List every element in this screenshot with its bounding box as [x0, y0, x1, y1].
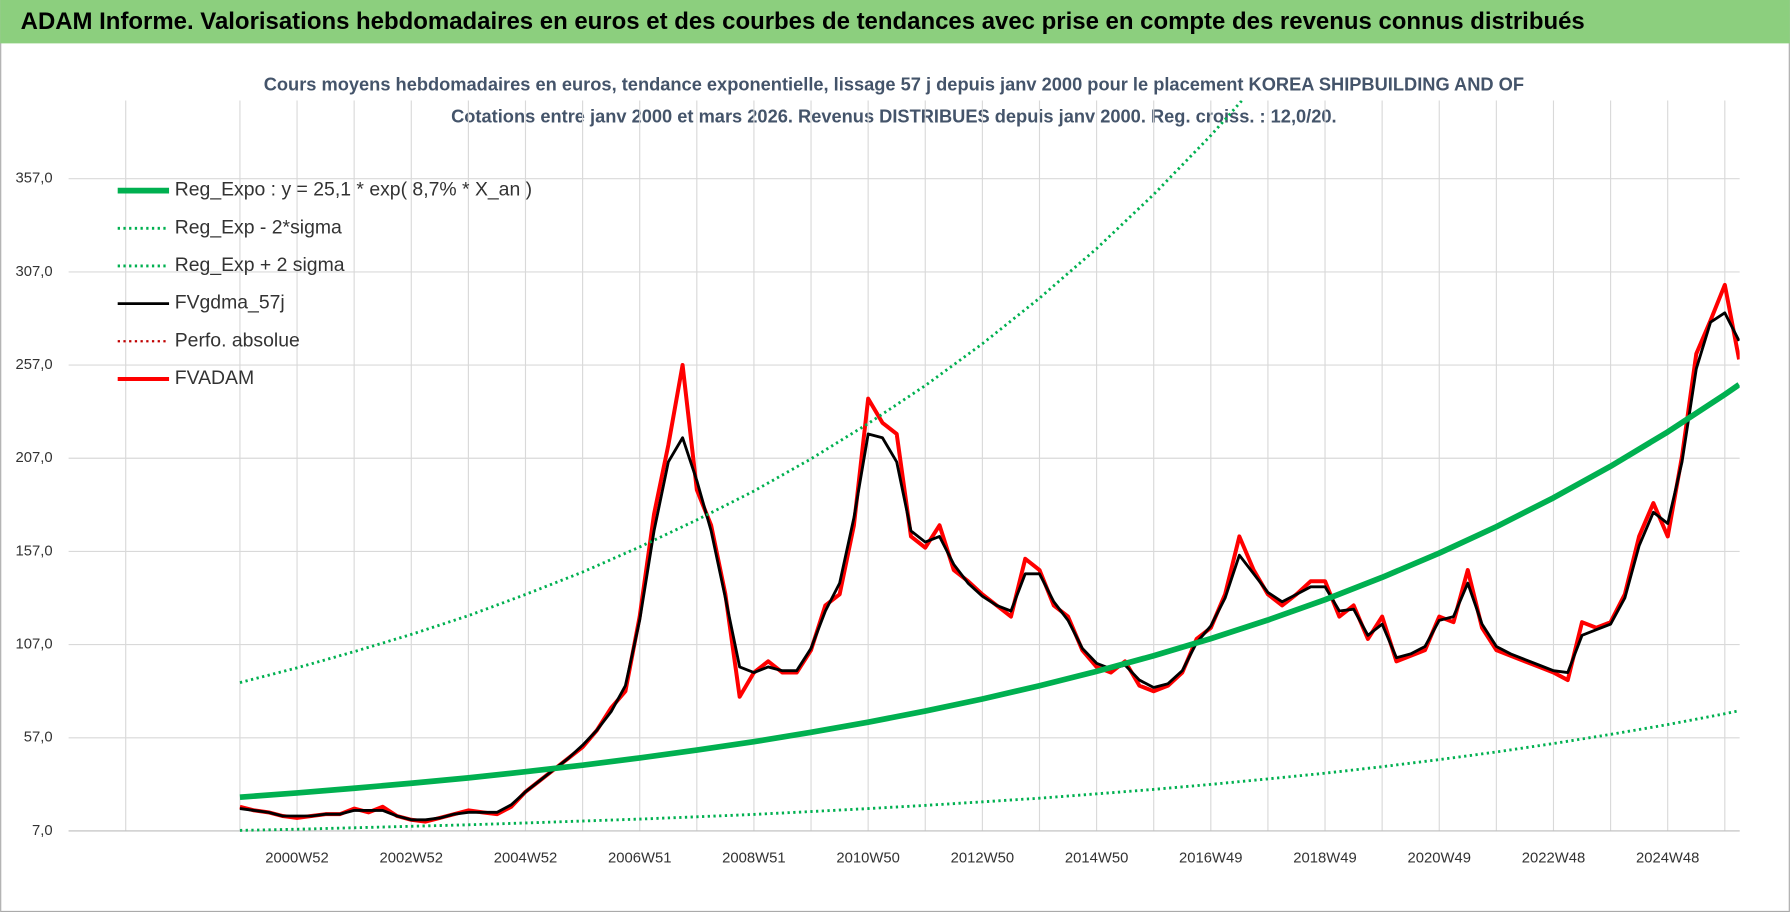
y-tick-label: 57,0 [24, 730, 53, 746]
chart-title: Cours moyens hebdomadaires en euros, ten… [264, 73, 1524, 94]
plot-area [239, 100, 1740, 832]
y-tick-label: 107,0 [16, 637, 53, 653]
x-tick-label: 2006W51 [608, 850, 671, 866]
chart-subtitle: Cotations entre janv 2000 et mars 2026. … [451, 105, 1336, 126]
legend: Reg_Expo : y = 25,1 * exp( 8,7% * X_an )… [117, 179, 532, 389]
header-title: ADAM Informe. Valorisations hebdomadaire… [21, 8, 1585, 35]
x-tick-label: 2012W50 [951, 850, 1014, 866]
x-tick-label: 2000W52 [265, 850, 328, 866]
legend-label: FVgdma_57j [175, 292, 285, 314]
y-tick-label: 357,0 [16, 171, 53, 187]
x-tick-label: 2010W50 [836, 850, 899, 866]
series-line [239, 709, 1740, 832]
y-tick-label: 157,0 [16, 543, 53, 559]
legend-label: Reg_Exp + 2 sigma [175, 254, 345, 276]
x-tick-label: 2014W50 [1065, 850, 1128, 866]
x-tick-label: 2002W52 [380, 850, 443, 866]
x-tick-label: 2020W49 [1408, 850, 1471, 866]
legend-label: Reg_Exp - 2*sigma [175, 216, 342, 238]
series-line [239, 311, 1740, 822]
x-tick-label: 2004W52 [494, 850, 557, 866]
x-tick-label: 2018W49 [1293, 850, 1356, 866]
y-tick-label: 207,0 [16, 450, 53, 466]
legend-label: FVADAM [175, 367, 254, 389]
x-tick-label: 2016W49 [1179, 850, 1242, 866]
series-line [239, 100, 1244, 684]
header-bar [0, 0, 1790, 44]
y-tick-label: 307,0 [16, 264, 53, 280]
y-tick-label: 257,0 [16, 357, 53, 373]
x-tick-label: 2008W51 [722, 850, 785, 866]
legend-label: Perfo. absolue [175, 329, 300, 351]
y-tick-label: 7,0 [32, 823, 53, 839]
x-tick-label: 2024W48 [1636, 850, 1699, 866]
legend-label: Reg_Expo : y = 25,1 * exp( 8,7% * X_an ) [175, 179, 532, 201]
x-tick-label: 2022W48 [1522, 850, 1585, 866]
series-line [239, 382, 1740, 801]
